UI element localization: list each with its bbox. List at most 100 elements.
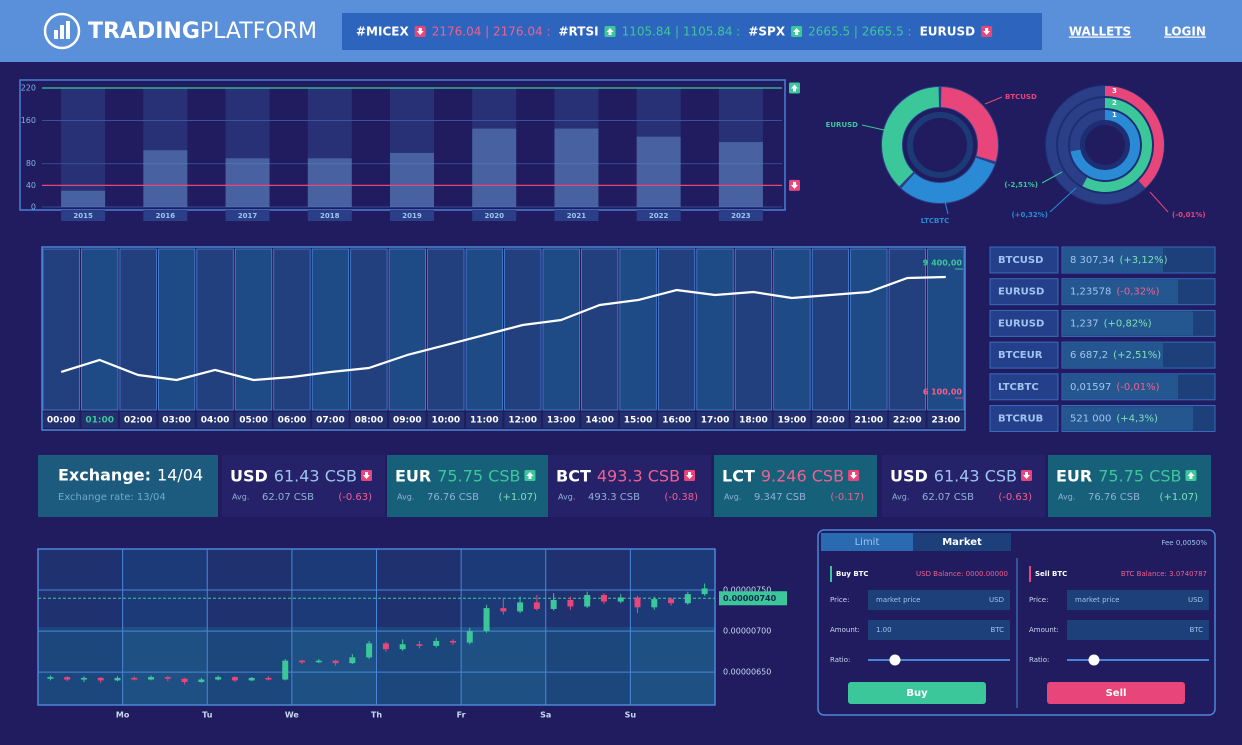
trend-arrow — [526, 472, 534, 479]
x-tick-label: 17:00 — [701, 416, 730, 426]
ticker-quote: 2176.04 | 2176.04 : — [432, 25, 551, 39]
year-label-bg — [718, 210, 763, 221]
time-label-bg — [658, 412, 695, 428]
card-currency: EUR — [395, 467, 431, 486]
candle-body — [651, 599, 658, 608]
bar — [636, 136, 681, 207]
plot-cell — [122, 549, 208, 627]
ring-marker: 3 — [1112, 87, 1117, 95]
rate-card — [548, 455, 711, 517]
candle-body — [466, 631, 473, 643]
x-tick-label: 18:00 — [739, 416, 768, 426]
year-label-bg — [472, 210, 517, 221]
candle-body — [600, 594, 607, 602]
year-label-bg — [307, 210, 352, 221]
x-tick-label: Sa — [540, 711, 551, 720]
donut-segment — [882, 87, 940, 187]
card-avg-label: Avg. — [892, 493, 909, 502]
time-column — [465, 248, 503, 411]
x-tick-label: 03:00 — [162, 416, 191, 426]
y-tick-label: 40 — [26, 181, 36, 190]
plot-cell — [630, 627, 715, 705]
y-tick-label: 0 — [31, 203, 36, 212]
candle-body — [198, 679, 205, 683]
x-tick-label: 16:00 — [662, 416, 691, 426]
candle-body — [617, 597, 624, 602]
time-column — [350, 248, 388, 411]
input-value: market price — [876, 596, 921, 604]
input[interactable] — [868, 620, 1010, 640]
card-avg: 62.07 CSB — [262, 492, 314, 503]
side-title: Buy BTC — [836, 570, 869, 578]
quote-change: (+0,82%) — [1104, 318, 1152, 329]
trend-arrow — [686, 472, 694, 479]
slider-knob[interactable] — [1088, 654, 1100, 666]
time-column — [81, 248, 119, 411]
x-tick-label: 2019 — [402, 212, 422, 220]
plot-cell — [545, 627, 631, 705]
card-avg-label: Avg. — [1058, 493, 1075, 502]
button-label: Buy — [906, 688, 928, 699]
quote-change: (-0,32%) — [1116, 287, 1159, 298]
field-label: Ratio: — [1029, 656, 1049, 664]
button[interactable] — [848, 682, 986, 704]
year-label-bg — [61, 210, 106, 221]
time-column — [619, 248, 657, 411]
plot-cell — [545, 549, 631, 627]
candle-body — [248, 677, 255, 681]
leader-line — [944, 201, 949, 215]
bar — [307, 158, 352, 207]
time-label-bg — [312, 412, 349, 428]
quote-change: (+3,12%) — [1120, 255, 1168, 266]
current-price-box — [719, 591, 787, 606]
time-label-bg — [466, 412, 503, 428]
time-column — [696, 248, 734, 411]
time-column — [927, 248, 965, 411]
tab[interactable] — [913, 533, 1011, 551]
plot-cell — [291, 627, 377, 705]
time-label-bg — [235, 412, 272, 428]
y-tick-label: 220 — [21, 84, 36, 93]
time-column — [157, 248, 196, 411]
candle-body — [282, 660, 289, 680]
card-change: (+1.07) — [499, 492, 538, 503]
bar-column — [61, 88, 106, 207]
input[interactable] — [1067, 620, 1209, 640]
plot-cell — [461, 627, 546, 705]
x-tick-label: We — [285, 711, 300, 720]
leader-line — [861, 124, 885, 131]
time-column — [42, 248, 80, 411]
candle-body — [47, 677, 54, 679]
x-tick-label: Tu — [202, 711, 213, 720]
quote-pair: LTCBTC — [998, 382, 1039, 393]
rate-card — [222, 455, 385, 517]
trend-arrow — [1023, 472, 1030, 479]
trend-arrow — [791, 84, 798, 92]
plot-cell — [376, 549, 462, 627]
time-label-bg — [81, 412, 118, 428]
nav-link[interactable]: LOGIN — [1164, 25, 1206, 39]
quote-name-box — [989, 373, 1059, 401]
logo-icon-bar — [54, 30, 58, 39]
bar — [718, 142, 763, 207]
bar-column — [225, 88, 270, 207]
balance: BTC Balance: 3.0740787 — [1121, 570, 1207, 578]
bar-column — [143, 88, 188, 207]
tab[interactable] — [821, 533, 913, 551]
candle-body — [299, 660, 306, 663]
button[interactable] — [1047, 682, 1185, 704]
time-column — [811, 248, 850, 411]
x-tick-label: 2023 — [731, 212, 751, 220]
input[interactable] — [1067, 590, 1209, 610]
ring-arc — [1070, 110, 1140, 180]
candle-body — [483, 608, 490, 632]
slider-knob[interactable] — [889, 654, 901, 666]
time-label-bg — [427, 412, 465, 428]
candle-body — [684, 594, 691, 604]
time-label-bg — [43, 412, 80, 428]
nav-link[interactable]: WALLETS — [1069, 25, 1131, 39]
quote-name-box — [989, 246, 1059, 274]
y-tick-label: 0.00000700 — [723, 627, 771, 636]
card-avg: 9.347 CSB — [754, 492, 806, 503]
input[interactable] — [868, 590, 1010, 610]
